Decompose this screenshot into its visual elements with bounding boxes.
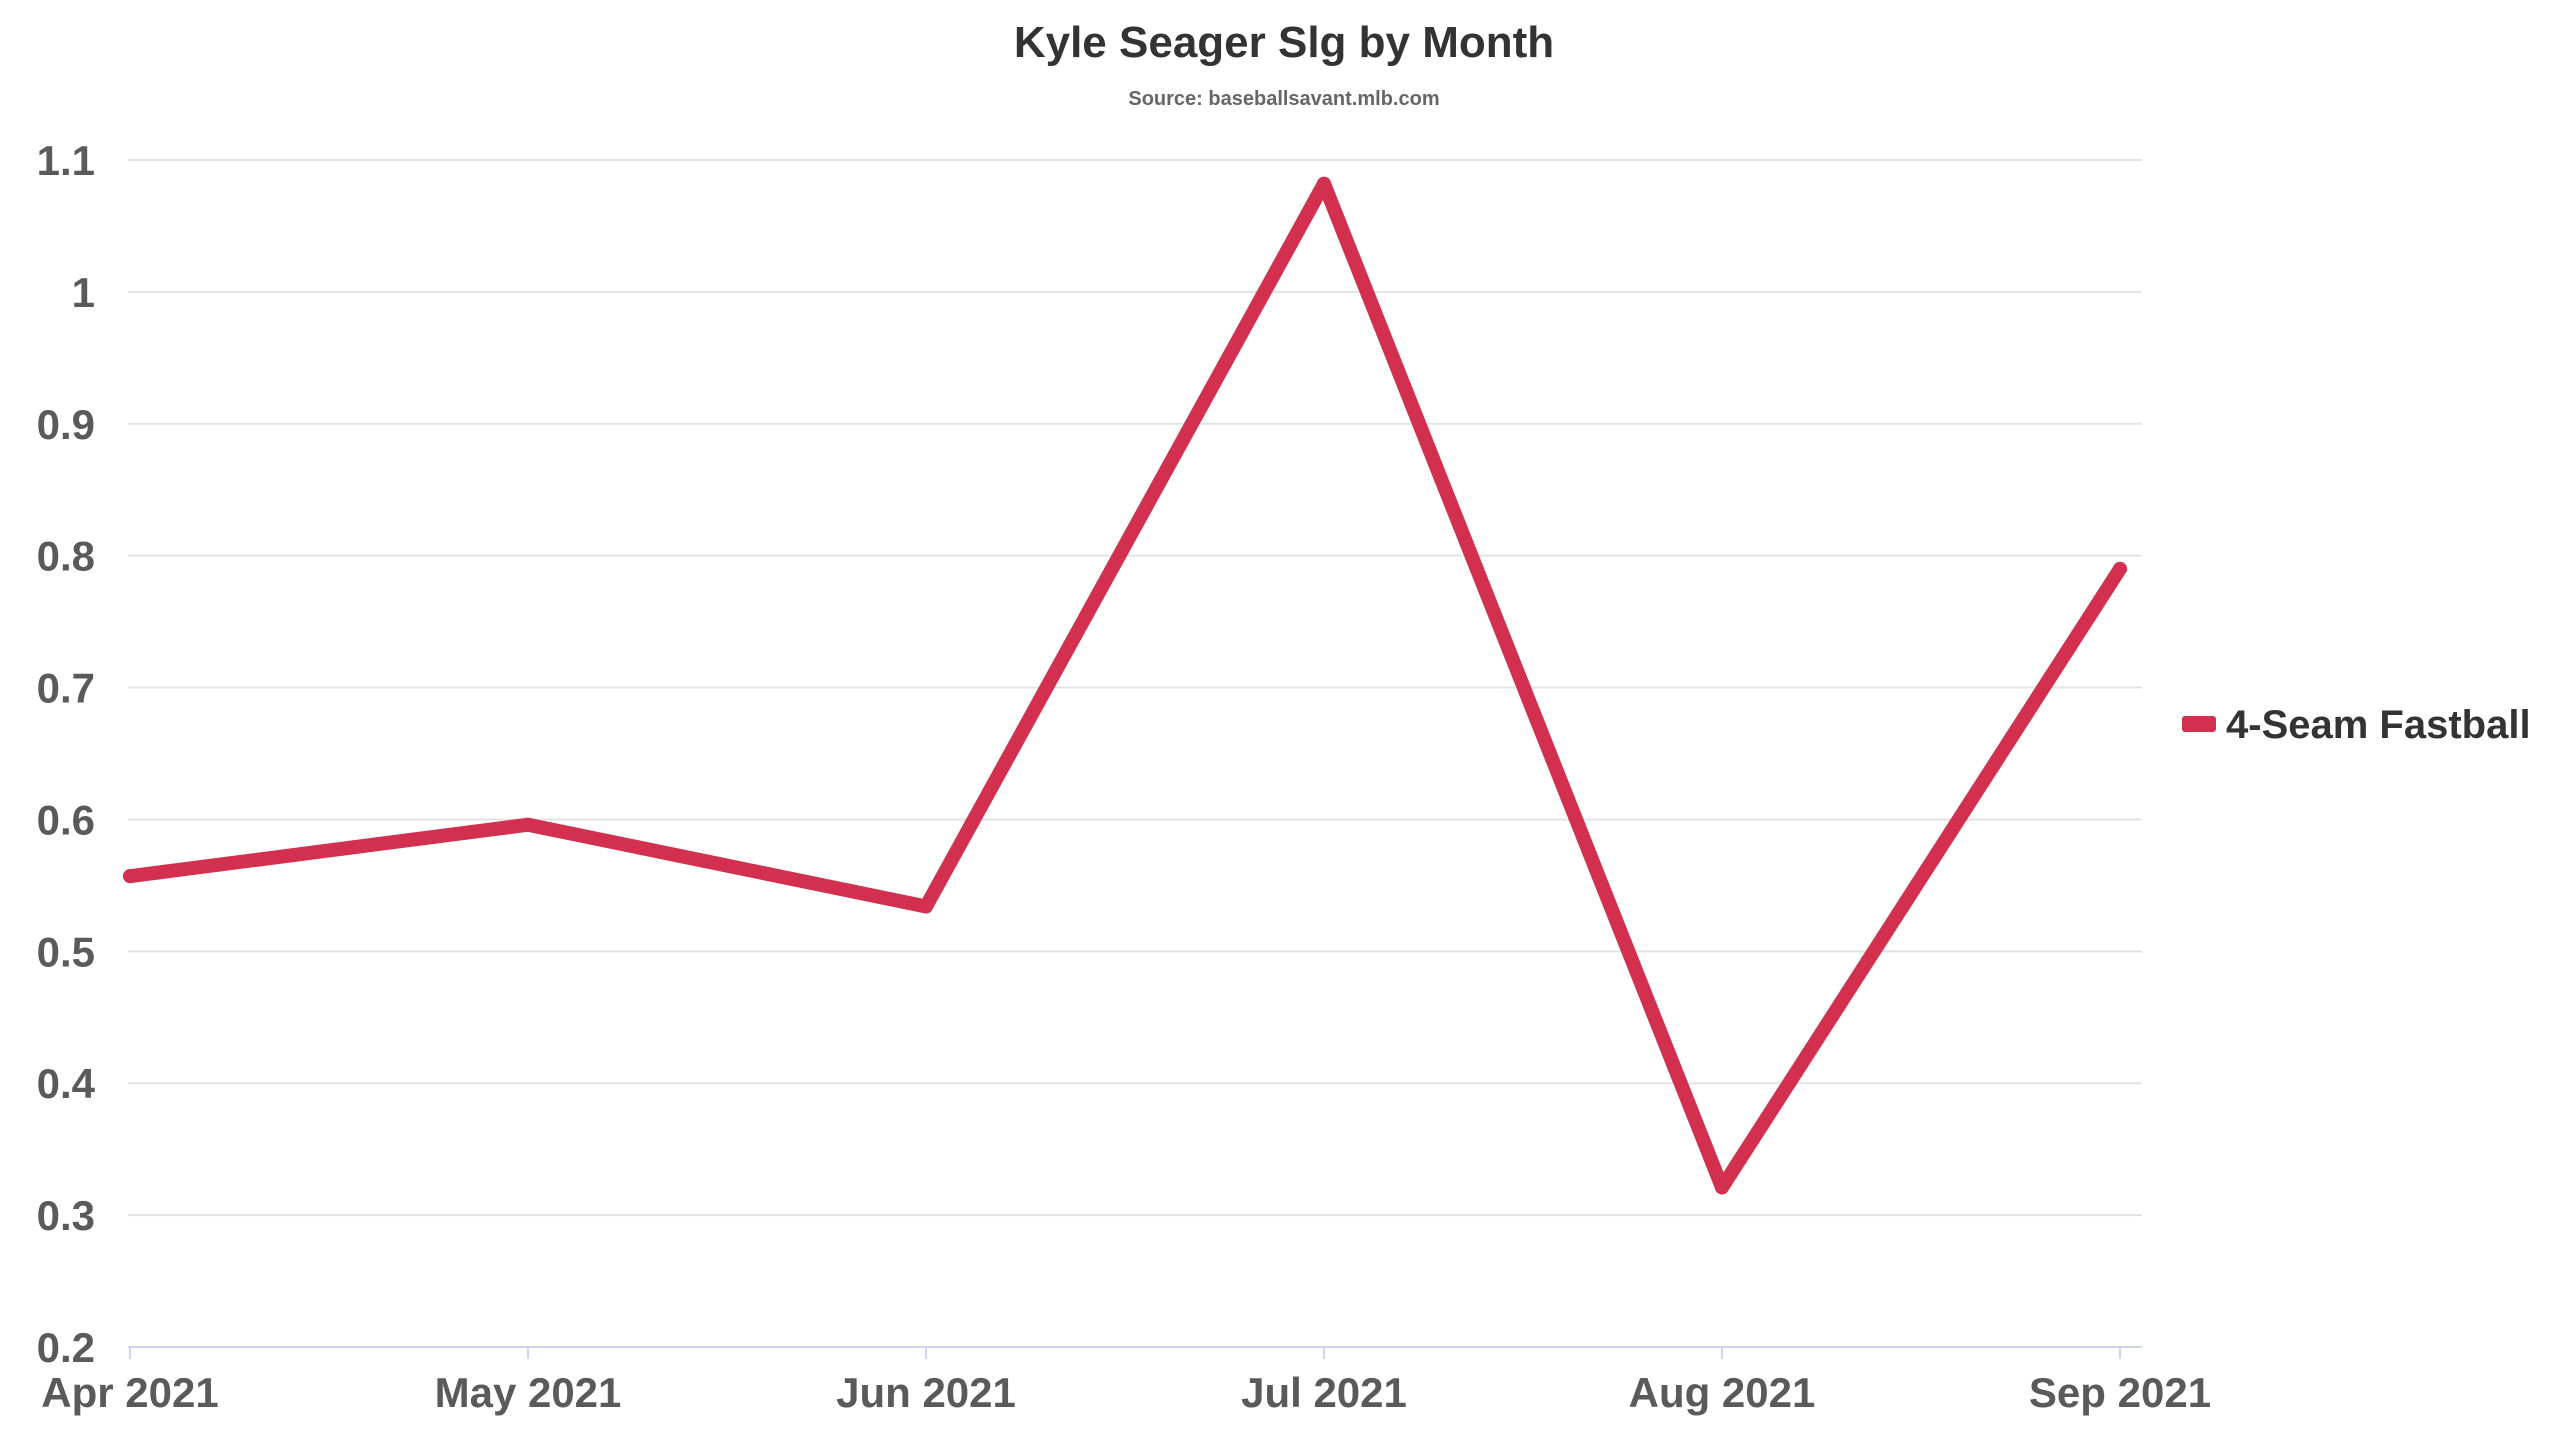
y-axis: 0.2 0.3 0.4 0.5 0.6 0.7 0.8 0.9 1 1.1	[37, 137, 96, 1371]
y-tick-label: 0.7	[37, 665, 95, 712]
data-point[interactable]	[1317, 176, 1331, 191]
y-tick-label: 0.3	[37, 1192, 95, 1239]
y-tick-label: 0.8	[37, 533, 95, 580]
gridlines	[128, 159, 2142, 1217]
data-point[interactable]	[2113, 561, 2127, 576]
series-line	[123, 176, 2127, 1195]
y-tick-label: 0.9	[37, 401, 95, 448]
y-tick-label: 0.4	[37, 1060, 96, 1107]
legend-label[interactable]: 4-Seam Fastball	[2226, 703, 2531, 747]
x-tick-label: Aug 2021	[1629, 1369, 1816, 1416]
x-tick-label: Jul 2021	[1241, 1369, 1407, 1416]
data-point[interactable]	[919, 899, 933, 914]
series-layer	[123, 176, 2127, 1195]
x-axis: Apr 2021 May 2021 Jun 2021 Jul 2021 Aug 2021…	[41, 1346, 2211, 1416]
x-tick-label: Jun 2021	[836, 1369, 1016, 1416]
y-tick-label: 1.1	[37, 137, 95, 184]
data-point[interactable]	[1715, 1180, 1729, 1195]
y-tick-label: 0.6	[37, 796, 95, 843]
chart-title: Kyle Seager Slg by Month	[1014, 18, 1554, 67]
x-tick-label: Apr 2021	[41, 1369, 218, 1416]
y-tick-label: 1	[72, 269, 95, 316]
chart-subtitle: Source: baseballsavant.mlb.com	[1128, 88, 1439, 110]
y-tick-label: 0.5	[37, 928, 95, 975]
y-tick-label: 0.2	[37, 1324, 95, 1371]
x-tick-label: May 2021	[435, 1369, 622, 1416]
x-tick-label: Sep 2021	[2029, 1369, 2211, 1416]
data-point[interactable]	[521, 817, 535, 832]
data-point[interactable]	[123, 869, 137, 884]
legend[interactable]: 4-Seam Fastball	[2182, 703, 2531, 747]
legend-swatch[interactable]	[2182, 716, 2216, 732]
